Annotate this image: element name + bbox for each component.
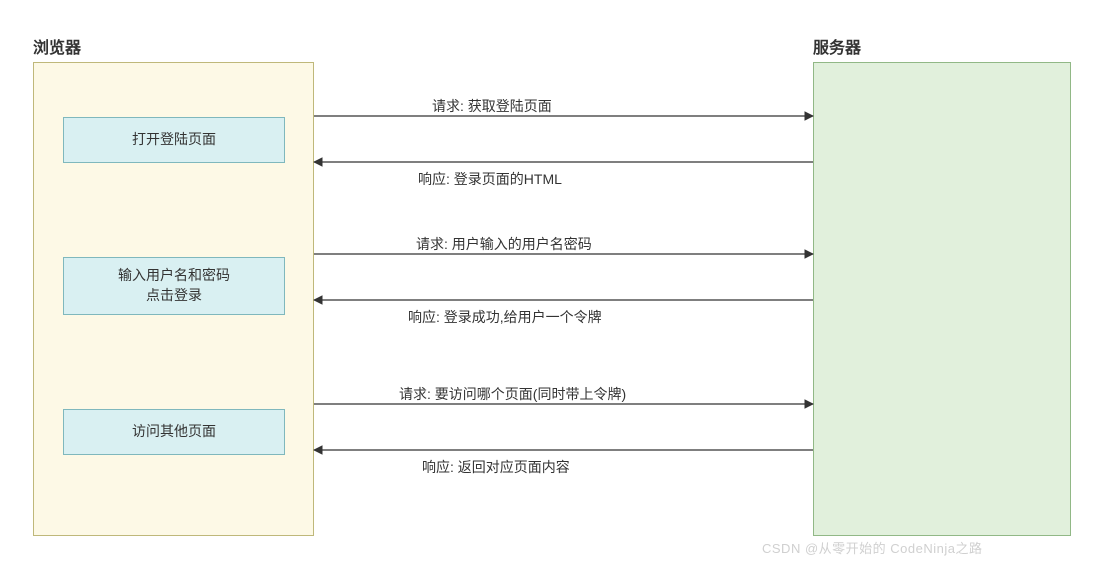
server-title: 服务器 [813,34,861,58]
msg-resp-page-content: 响应: 返回对应页面内容 [422,457,570,477]
step-enter-credentials: 输入用户名和密码点击登录 [63,257,285,315]
msg-resp-token: 响应: 登录成功,给用户一个令牌 [408,307,602,327]
msg-req-credentials: 请求: 用户输入的用户名密码 [416,234,592,254]
msg-req-login-page: 请求: 获取登陆页面 [432,96,552,116]
step-label: 输入用户名和密码点击登录 [118,266,230,305]
browser-title: 浏览器 [33,34,81,58]
watermark: CSDN @从零开始的 CodeNinja之路 [762,538,982,557]
step-label: 访问其他页面 [132,422,216,442]
server-lifeline [813,62,1071,536]
step-visit-other: 访问其他页面 [63,409,285,455]
step-label: 打开登陆页面 [132,130,216,150]
msg-req-page-with-token: 请求: 要访问哪个页面(同时带上令牌) [399,384,626,404]
msg-resp-login-html: 响应: 登录页面的HTML [418,169,562,189]
step-open-login: 打开登陆页面 [63,117,285,163]
